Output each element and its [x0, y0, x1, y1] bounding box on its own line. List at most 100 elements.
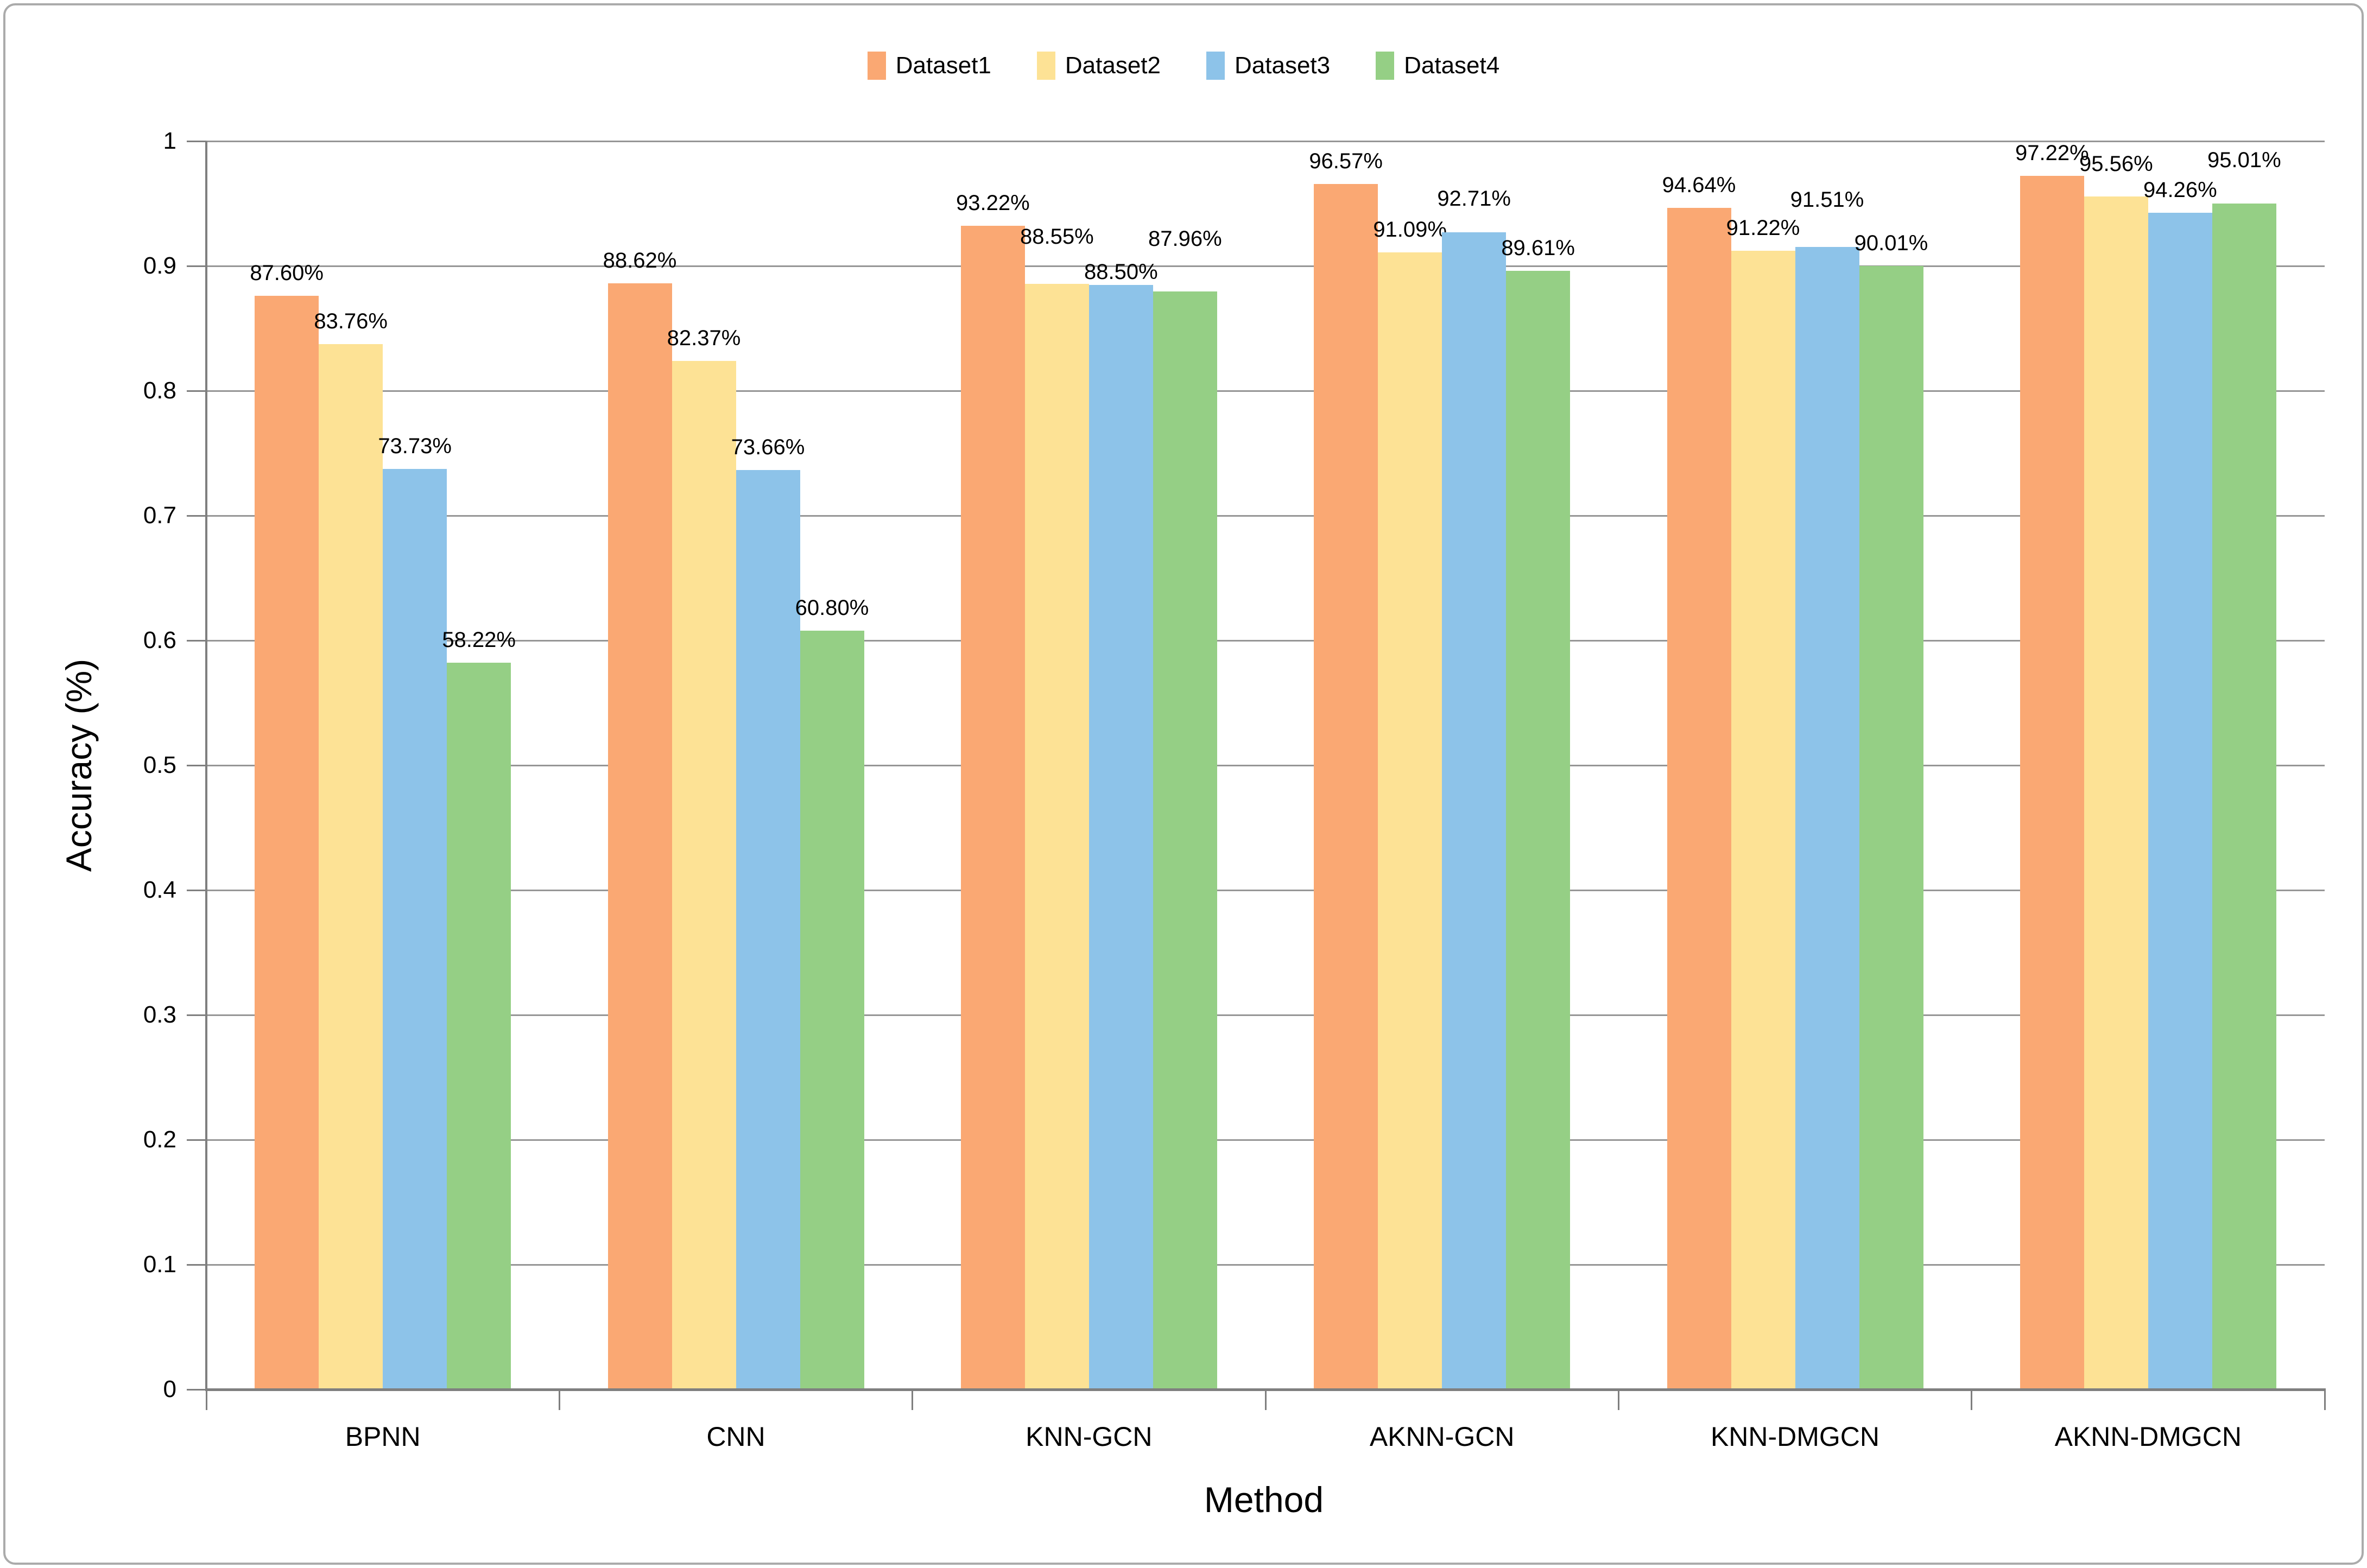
y-tick-label: 0.7 — [143, 502, 176, 529]
x-category-label: KNN-DMGCN — [1710, 1421, 1880, 1452]
bar-value-label: 88.50% — [1084, 259, 1158, 284]
x-axis-tick — [558, 1389, 560, 1410]
plot-area: 87.60% 88.62% 93.22% 96.57% 94.64% 97.22% 83.7… — [5, 5, 2362, 1563]
legend-label: Dataset2 — [1065, 52, 1161, 79]
legend-item-dataset4: Dataset4 — [1376, 52, 1499, 80]
bar-value-label: 95.56% — [2079, 152, 2153, 176]
bar-dataset1-bpnn — [255, 296, 319, 1389]
y-tick-label: 0.5 — [143, 752, 176, 778]
bar-dataset4-knn-dmgcn — [1859, 265, 1923, 1389]
y-axis-tick — [187, 390, 206, 392]
bar-value-label: 88.62% — [603, 248, 677, 272]
gridline — [206, 265, 2325, 267]
x-category-label: CNN — [706, 1421, 765, 1452]
y-axis-line — [205, 141, 207, 1391]
bar-value-label: 87.60% — [250, 261, 324, 285]
bar-dataset1-aknn-dmgcn — [2020, 175, 2084, 1389]
figure-border: Dataset1 Dataset2 Dataset3 Dataset4 87.60% 8… — [3, 3, 2364, 1565]
y-axis-tick — [187, 1139, 206, 1141]
bar-value-label: 73.73% — [378, 434, 452, 459]
bar-value-label: 94.26% — [2143, 178, 2217, 202]
y-axis-tick — [187, 1388, 206, 1391]
bar-dataset3-knn-dmgcn — [1795, 247, 1859, 1389]
bar-value-label: 60.80% — [795, 595, 869, 620]
bar-dataset1-cnn — [607, 283, 672, 1389]
y-tick-label: 0 — [163, 1376, 176, 1402]
legend-label: Dataset1 — [895, 52, 991, 79]
gridline — [206, 1139, 2325, 1141]
y-tick-label: 0.3 — [143, 1001, 176, 1028]
y-tick-label: 0.1 — [143, 1251, 176, 1278]
bar-dataset1-aknn-gcn — [1314, 183, 1378, 1389]
bar-value-label: 83.76% — [314, 309, 388, 333]
bar-value-label: 94.64% — [1662, 173, 1736, 198]
bar-dataset1-knn-dmgcn — [1667, 208, 1731, 1389]
gridline — [206, 390, 2325, 392]
bar-dataset4-knn-gcn — [1153, 291, 1217, 1389]
bar-dataset2-knn-gcn — [1024, 284, 1089, 1389]
bar-dataset2-aknn-dmgcn — [2084, 196, 2148, 1389]
bar-value-label: 90.01% — [1854, 231, 1928, 255]
bar-value-label: 91.22% — [1726, 215, 1800, 240]
legend-swatch-dataset4 — [1376, 52, 1395, 80]
legend-swatch-dataset2 — [1036, 52, 1055, 80]
bar-value-label: 92.71% — [1437, 186, 1511, 211]
legend-item-dataset3: Dataset3 — [1206, 52, 1330, 80]
gridline — [206, 1264, 2325, 1266]
bar-value-label: 91.09% — [1373, 217, 1447, 242]
x-axis-tick — [205, 1389, 207, 1410]
bar-dataset3-aknn-dmgcn — [2148, 213, 2212, 1389]
x-category-label: AKNN-DMGCN — [2054, 1421, 2242, 1452]
bar-dataset4-aknn-gcn — [1506, 270, 1571, 1389]
legend-item-dataset2: Dataset2 — [1036, 52, 1161, 80]
gridline — [206, 515, 2325, 517]
bar-value-label: 95.01% — [2207, 148, 2281, 172]
bar-value-label: 89.61% — [1501, 236, 1575, 260]
legend-swatch-dataset1 — [867, 52, 886, 80]
x-category-label: BPNN — [345, 1421, 421, 1452]
gridline — [206, 764, 2325, 766]
bar-value-label: 97.22% — [2015, 141, 2089, 165]
y-tick-label: 1 — [163, 128, 176, 154]
bar-dataset4-bpnn — [447, 662, 511, 1389]
y-axis-tick — [187, 1014, 206, 1016]
y-tick-label: 0.4 — [143, 877, 176, 903]
bar-dataset3-knn-gcn — [1088, 284, 1153, 1389]
gridline — [206, 639, 2325, 642]
bar-dataset2-bpnn — [319, 344, 383, 1389]
bar-value-label: 88.55% — [1020, 225, 1094, 249]
bar-dataset3-bpnn — [383, 469, 447, 1389]
bar-value-label: 82.37% — [667, 326, 741, 351]
bar-dataset3-aknn-gcn — [1442, 232, 1507, 1389]
x-axis-tick — [1264, 1389, 1267, 1410]
y-axis-tick — [187, 515, 206, 517]
bar-dataset2-knn-dmgcn — [1731, 250, 1795, 1389]
legend-item-dataset1: Dataset1 — [867, 52, 991, 80]
bar-value-label: 91.51% — [1790, 188, 1864, 212]
x-axis-title: Method — [1204, 1480, 1324, 1520]
bar-value-label: 87.96% — [1148, 226, 1222, 251]
y-axis-tick — [187, 1264, 206, 1266]
x-category-label: AKNN-GCN — [1369, 1421, 1515, 1452]
bar-dataset4-aknn-dmgcn — [2212, 203, 2276, 1389]
bar-dataset3-cnn — [736, 469, 800, 1389]
y-tick-label: 0.2 — [143, 1126, 176, 1153]
y-tick-label: 0.9 — [143, 252, 176, 279]
bar-value-label: 58.22% — [442, 627, 516, 652]
bar-dataset2-cnn — [672, 361, 736, 1389]
bar-value-label: 96.57% — [1309, 149, 1383, 173]
legend-swatch-dataset3 — [1206, 52, 1225, 80]
y-axis-tick — [187, 764, 206, 766]
y-axis-tick — [187, 639, 206, 642]
y-axis-tick — [187, 265, 206, 267]
gridline — [206, 140, 2325, 142]
y-tick-label: 0.6 — [143, 627, 176, 653]
bar-dataset4-cnn — [800, 630, 864, 1389]
bar-dataset1-knn-gcn — [960, 225, 1025, 1389]
legend-label: Dataset3 — [1235, 52, 1331, 79]
bar-dataset2-aknn-gcn — [1378, 252, 1442, 1389]
bar-value-label: 93.22% — [955, 191, 1030, 215]
legend-label: Dataset4 — [1404, 52, 1500, 79]
y-axis-title: Accuracy (%) — [59, 658, 99, 872]
x-axis-tick — [1971, 1389, 1973, 1410]
